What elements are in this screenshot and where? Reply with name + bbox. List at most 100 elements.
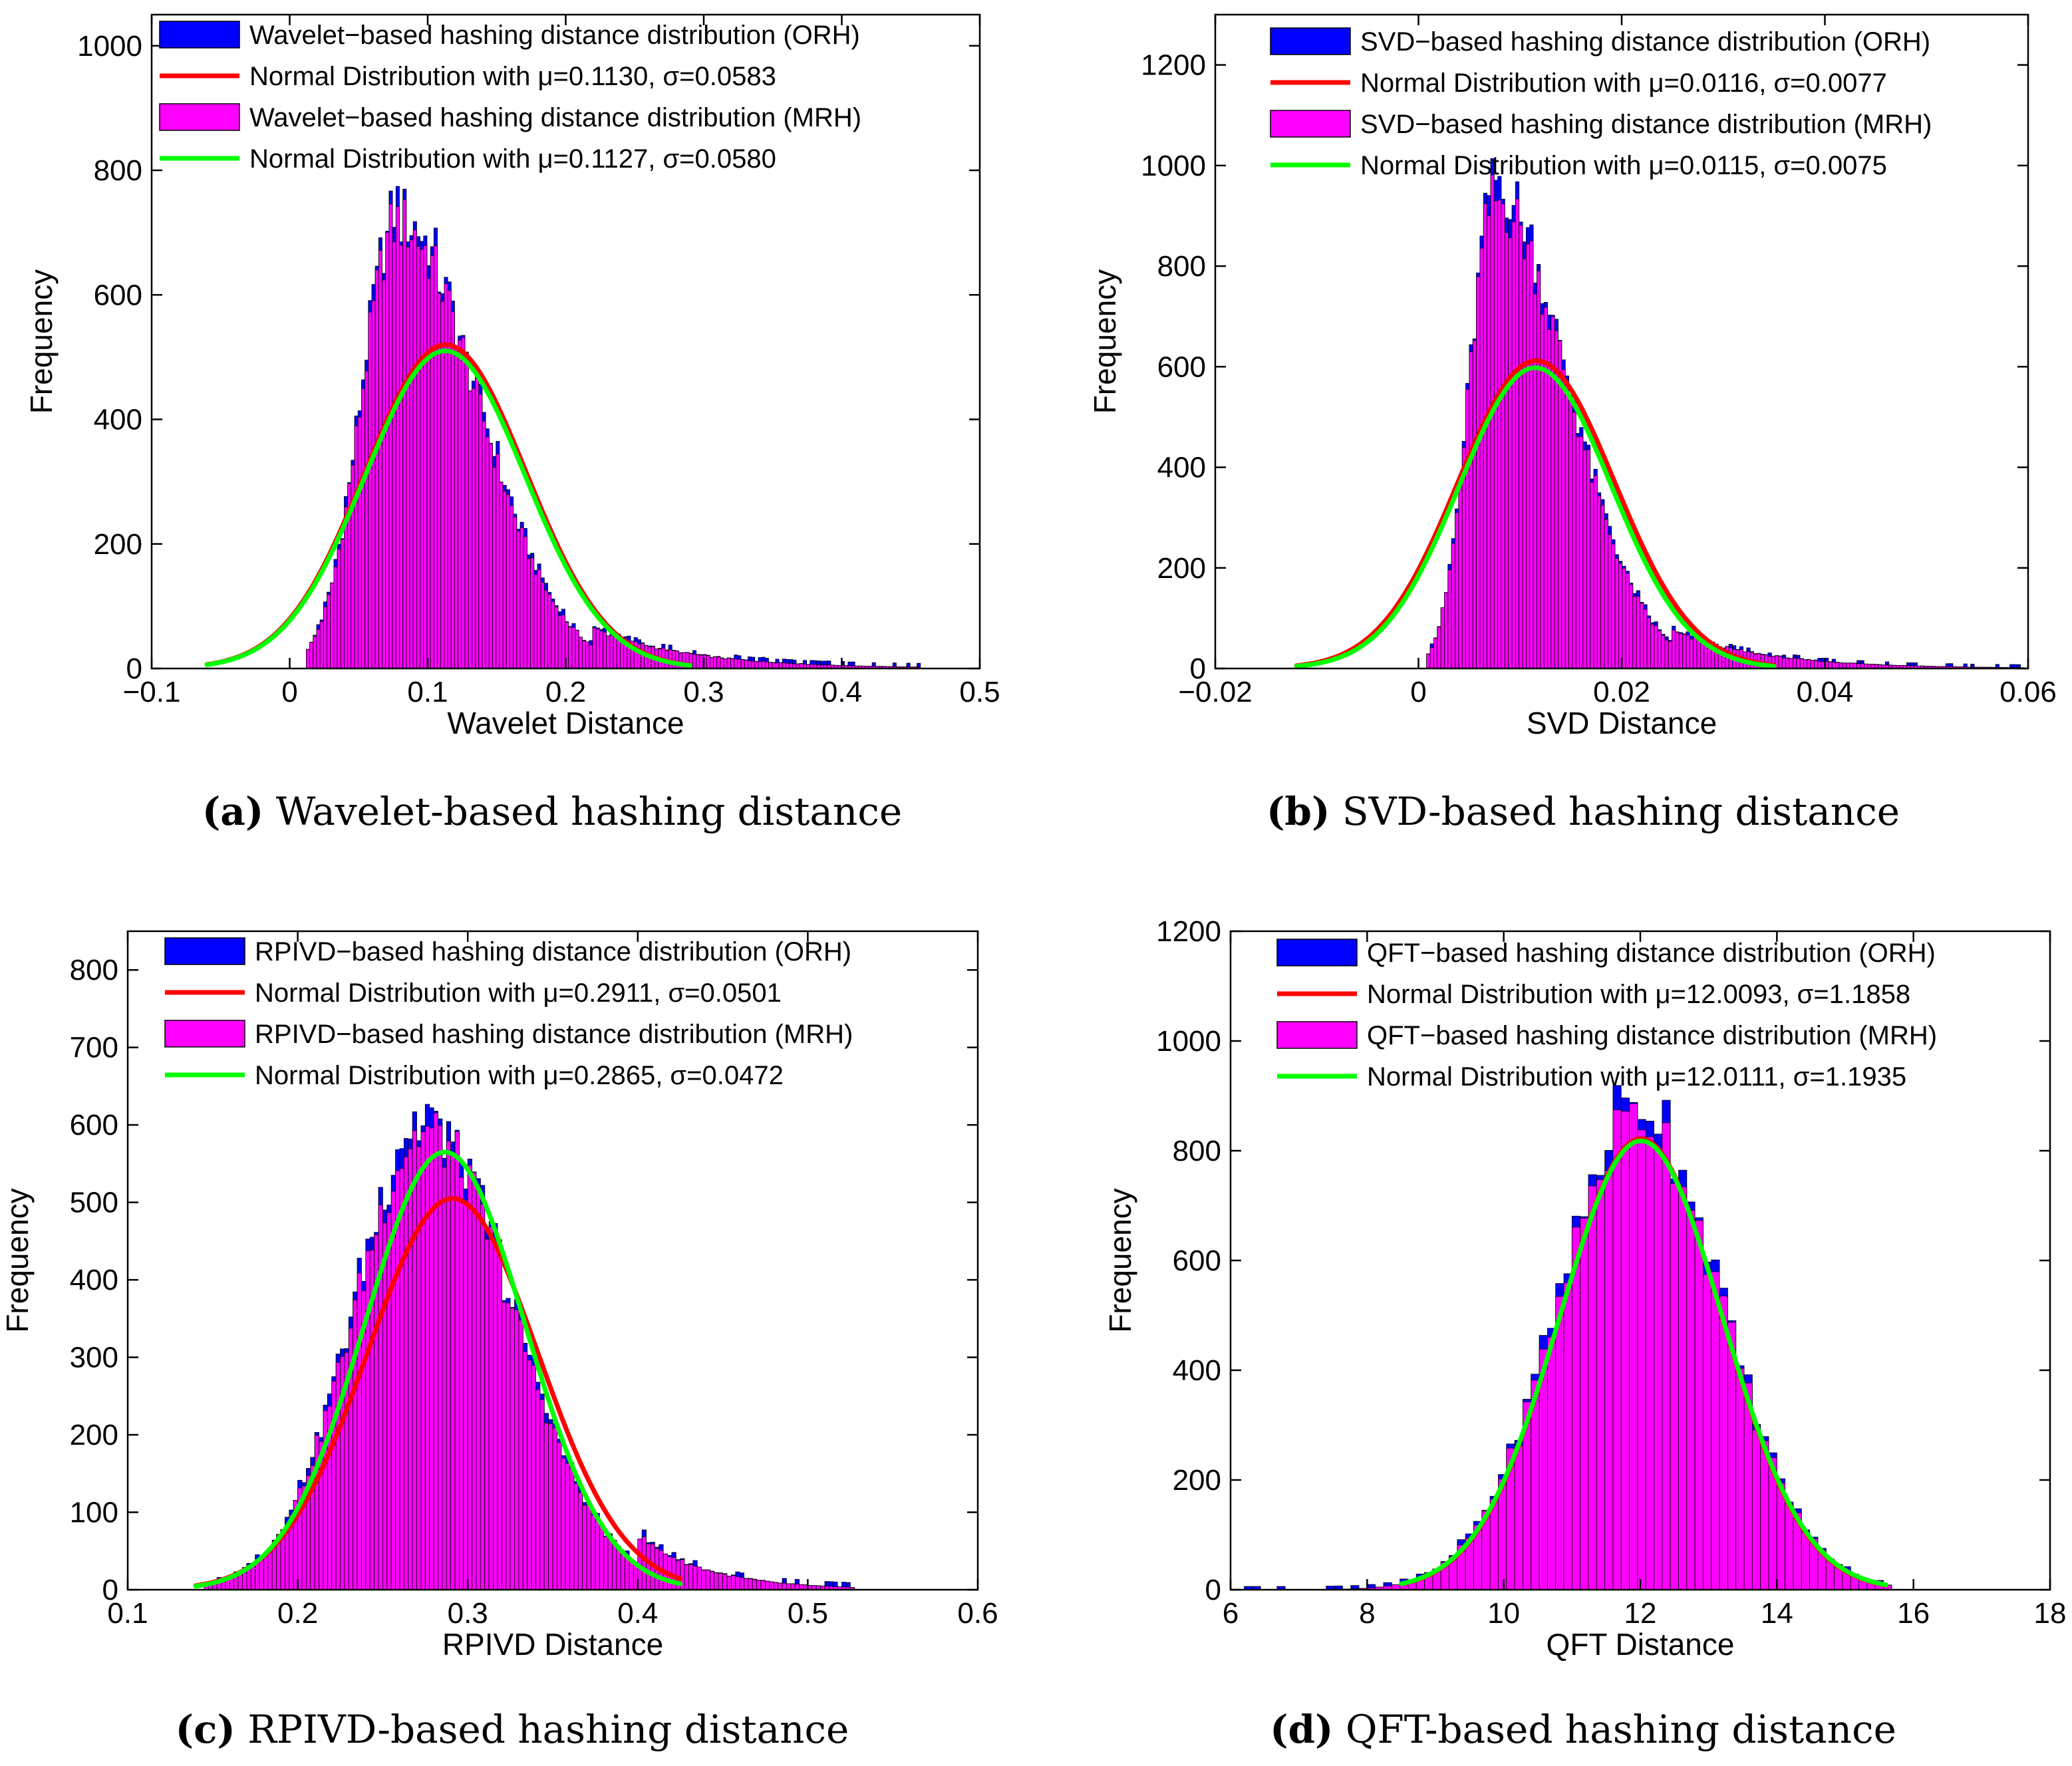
histogram-bar-mrh: [506, 494, 510, 669]
histogram-bar-mrh: [1555, 1296, 1564, 1590]
y-tick-label: 800: [1173, 1135, 1221, 1167]
x-tick-label: 18: [2034, 1597, 2067, 1630]
histogram-bar-mrh: [1751, 1429, 1761, 1590]
histogram-bar-mrh: [424, 1125, 430, 1590]
histogram-bar-mrh: [305, 649, 310, 669]
histogram-bar-mrh: [357, 416, 362, 669]
histogram-bar-mrh: [629, 1561, 634, 1590]
histogram-bar-mrh: [1514, 1445, 1523, 1590]
histogram-bar-mrh: [775, 662, 780, 669]
histogram-bar-mrh: [1568, 398, 1573, 669]
y-tick-label: 200: [1173, 1464, 1221, 1497]
histogram-bar-mrh: [390, 1191, 396, 1590]
x-tick-label: 0: [1410, 676, 1426, 708]
histogram-bar-mrh: [696, 654, 700, 669]
caption-d: (d) QFT-based hashing distance: [1151, 1706, 2015, 1753]
histogram-bar-mrh: [1696, 639, 1701, 669]
axes-frame: [126, 930, 979, 1591]
legend: QFT−based hashing distance distribution …: [1276, 939, 1937, 1092]
y-tick-label: 700: [70, 1032, 118, 1064]
histogram-bar-mrh: [722, 1574, 728, 1590]
histogram-bar-mrh: [671, 650, 676, 669]
legend-swatch-box: [164, 937, 245, 965]
histogram-bar-mrh: [409, 239, 414, 669]
histogram-bar-mrh: [1670, 1183, 1679, 1590]
histogram-bar-mrh: [488, 443, 493, 669]
histogram-bar-mrh: [646, 1543, 651, 1590]
fit-curve-mrh: [1294, 365, 1777, 669]
y-tick-label: 300: [70, 1342, 118, 1374]
histogram-bar-mrh: [493, 1243, 498, 1590]
x-tick-label: 0.4: [617, 1597, 658, 1630]
histogram-bar-mrh: [1614, 558, 1619, 669]
histogram-bar-mrh: [416, 245, 420, 669]
histogram-bar-mrh: [554, 607, 559, 669]
histogram-bar-mrh: [454, 349, 459, 669]
legend-entry: Normal Distribution with μ=0.2911, σ=0.0…: [255, 978, 782, 1008]
legend-entry: QFT−based hashing distance distribution …: [1367, 1021, 1937, 1050]
histogram-bar-mrh: [468, 390, 472, 669]
histogram-bar-mrh: [740, 659, 745, 669]
histogram-bar-mrh: [1440, 607, 1445, 669]
histogram-bar-mrh: [582, 641, 586, 669]
histogram-bar-mrh: [1686, 1210, 1696, 1590]
histogram-bar-mrh: [1672, 629, 1676, 669]
histogram-bar-mrh: [513, 516, 518, 669]
histogram-bar-mrh: [1501, 204, 1505, 669]
y-tick-label: 400: [70, 1264, 118, 1296]
histogram-bar-mrh: [1668, 641, 1673, 669]
histogram-bar-mrh: [392, 241, 396, 669]
histogram-bar-mrh: [1590, 482, 1594, 669]
panel-a: −0.1 0 0.1 0.2 0.3 0.4 0.502004006008001000Wav…: [24, 13, 1000, 740]
histogram-bar-mrh: [1593, 475, 1598, 669]
histogram-bar-mrh: [1618, 563, 1623, 669]
legend-entry: Normal Distribution with μ=12.0093, σ=1.…: [1367, 980, 1910, 1009]
histogram-bar-mrh: [607, 1535, 613, 1590]
histogram-bar-mrh: [1719, 1296, 1728, 1590]
histogram-bar-mrh: [402, 199, 407, 669]
x-tick-label: 0.4: [821, 676, 862, 708]
histogram-bar-mrh: [603, 1536, 609, 1590]
y-tick-label: 1200: [1156, 915, 1221, 948]
histogram-bar-mrh: [1835, 662, 1840, 669]
histogram-bar-mrh: [735, 1576, 740, 1590]
histogram-bar-mrh: [399, 1168, 404, 1590]
histogram-bar-mrh: [416, 1146, 422, 1590]
histogram-bar-mrh: [754, 661, 759, 669]
histogram-bar-mrh: [1799, 659, 1804, 669]
histogram-bar-mrh: [1686, 635, 1690, 669]
caption-text: Wavelet-based hashing distance: [275, 789, 903, 834]
y-tick-label: 800: [94, 154, 142, 187]
histogram-bar-mrh: [406, 247, 410, 669]
histogram-bar-mrh: [388, 204, 393, 669]
histogram-bar-mrh: [569, 1467, 575, 1590]
histogram-bar-mrh: [1629, 584, 1634, 669]
histogram-bar-mrh: [577, 1492, 583, 1590]
fit-curve-mrh: [204, 349, 692, 668]
histogram-bar-mrh: [1596, 1179, 1606, 1590]
histogram-bar-mrh: [1792, 658, 1797, 669]
histogram-bar-mrh: [472, 1172, 477, 1590]
histogram-bar-mrh: [476, 1189, 481, 1590]
histogram-bar-mrh: [1561, 369, 1566, 669]
histogram-bar-mrh: [485, 436, 490, 669]
caption-b: (b) SVD-based hashing distance: [1151, 788, 2015, 835]
histogram-bar-mrh: [333, 566, 338, 669]
histogram-bar-mrh: [1533, 293, 1537, 669]
histogram-bar-mrh: [568, 626, 573, 669]
y-tick-label: 600: [70, 1109, 118, 1141]
legend-entry: Normal Distribution with μ=0.1127, σ=0.0…: [249, 144, 776, 174]
histogram-bar-mrh: [420, 249, 424, 669]
histogram-bar-mrh: [1582, 450, 1587, 669]
histogram-bar-mrh: [1579, 436, 1584, 669]
histogram-bar-mrh: [519, 527, 524, 669]
histogram-bar-mrh: [467, 1165, 472, 1590]
histogram-bar-mrh: [533, 574, 538, 669]
histogram-bar-mrh: [718, 1572, 723, 1590]
histogram-bar-mrh: [385, 232, 390, 669]
histogram-bar-mrh: [1689, 639, 1694, 669]
x-tick-label: 0.6: [957, 1597, 998, 1630]
histogram-bar-mrh: [488, 1227, 494, 1590]
fit-curve-mrh: [193, 1149, 683, 1589]
legend-entry: Wavelet−based hashing distance distribut…: [249, 21, 860, 50]
